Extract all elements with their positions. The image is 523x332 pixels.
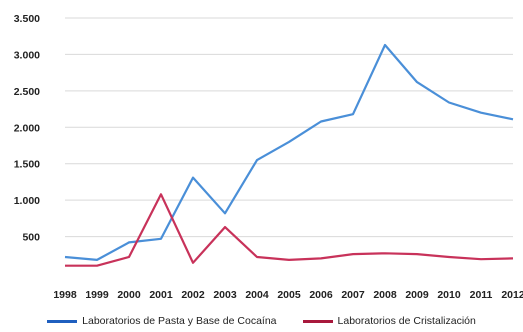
legend-label: Laboratorios de Cristalización bbox=[338, 315, 476, 327]
x-tick-label: 2010 bbox=[437, 289, 461, 301]
x-tick-label: 2000 bbox=[117, 289, 141, 301]
x-tick-label: 2009 bbox=[405, 289, 429, 301]
x-tick-label: 2007 bbox=[341, 289, 365, 301]
y-tick-label: 2.000 bbox=[14, 122, 40, 134]
x-tick-label: 1998 bbox=[53, 289, 77, 301]
x-tick-label: 2012 bbox=[501, 289, 523, 301]
y-tick-label: 3.000 bbox=[14, 49, 40, 61]
x-tick-label: 1999 bbox=[85, 289, 109, 301]
series-lines bbox=[65, 45, 513, 266]
y-tick-label: 1.500 bbox=[14, 159, 40, 171]
gridlines bbox=[65, 18, 513, 237]
y-tick-label: 3.500 bbox=[14, 13, 40, 25]
y-tick-label: 500 bbox=[22, 232, 40, 244]
x-tick-label: 2003 bbox=[213, 289, 237, 301]
legend-item-pasta-base: Laboratorios de Pasta y Base de Cocaína bbox=[47, 315, 276, 327]
y-tick-label: 1.000 bbox=[14, 195, 40, 207]
x-tick-label: 2011 bbox=[470, 289, 493, 301]
legend-label: Laboratorios de Pasta y Base de Cocaína bbox=[82, 315, 276, 327]
x-axis-ticks: 1998 1999 2000 2001 2002 2003 2004 2005 2006 2007… bbox=[53, 289, 523, 301]
y-axis-ticks: 3.500 3.000 2.500 2.000 1.500 1.000 500 bbox=[14, 13, 40, 244]
legend: Laboratorios de Pasta y Base de Cocaína … bbox=[0, 312, 523, 330]
x-tick-label: 2002 bbox=[181, 289, 205, 301]
series-line-0 bbox=[65, 45, 513, 260]
x-tick-label: 2006 bbox=[309, 289, 333, 301]
x-tick-label: 2004 bbox=[245, 289, 269, 301]
legend-swatch-pasta-base bbox=[47, 320, 77, 323]
legend-item-cristalizacion: Laboratorios de Cristalización bbox=[303, 315, 476, 327]
x-tick-label: 2008 bbox=[373, 289, 397, 301]
x-tick-label: 2005 bbox=[277, 289, 301, 301]
y-tick-label: 2.500 bbox=[14, 86, 40, 98]
x-tick-label: 2001 bbox=[149, 289, 173, 301]
legend-swatch-cristalizacion bbox=[303, 320, 333, 323]
series-line-1 bbox=[65, 194, 513, 265]
